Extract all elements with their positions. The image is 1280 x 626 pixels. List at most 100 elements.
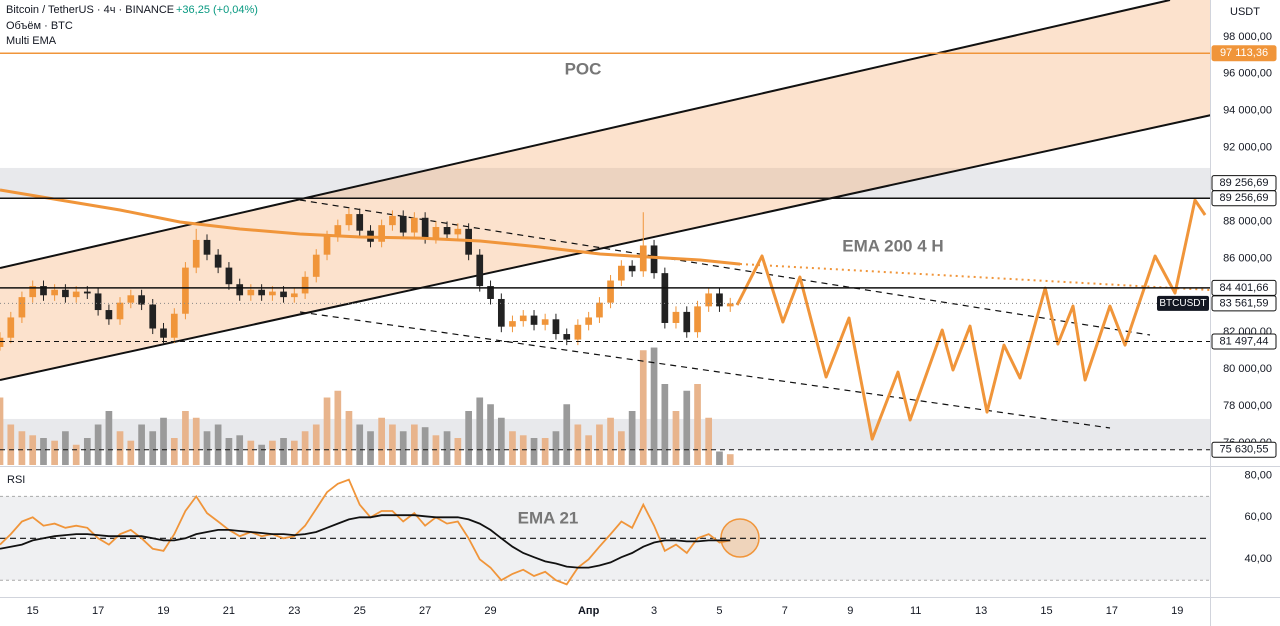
volume-bar	[105, 411, 113, 465]
volume-bar	[138, 424, 145, 465]
volume-bar	[694, 384, 701, 465]
x-tick-label: Апр	[578, 605, 600, 617]
candle-body	[149, 304, 157, 329]
candle-body	[650, 245, 658, 274]
price-tag-label: 84 401,66	[1220, 282, 1269, 294]
currency-label: USDT	[1230, 6, 1260, 18]
rsi-tick-label: 60,00	[1244, 511, 1272, 523]
price-tag-label: 89 256,69	[1220, 177, 1269, 189]
x-tick-label: 3	[651, 605, 657, 617]
volume-bar	[290, 440, 298, 465]
candle-body	[607, 280, 614, 303]
volume-bar	[607, 417, 614, 465]
x-tick-label: 15	[1040, 605, 1052, 617]
indicator-label: Объём · BTC	[6, 20, 73, 32]
volume-bar	[683, 390, 691, 465]
volume-bar	[116, 431, 124, 465]
x-tick-label: 7	[782, 605, 788, 617]
volume-bar	[726, 454, 734, 465]
x-tick-label: 11	[910, 605, 921, 617]
candle-body	[7, 317, 15, 338]
rsi-tick-label: 80,00	[1244, 469, 1272, 481]
candle-body	[247, 289, 255, 296]
candle-body	[203, 239, 211, 255]
volume-bar	[323, 397, 331, 465]
volume-bar	[214, 424, 222, 465]
volume-bar	[345, 411, 353, 465]
candle-body	[214, 254, 222, 268]
candle-body	[618, 265, 625, 281]
candle-body	[116, 302, 124, 320]
y-tick-label: 98 000,00	[1223, 31, 1272, 43]
rsi-ema-annotation: EMA 21	[518, 508, 579, 527]
projection-line	[735, 198, 1207, 441]
x-tick-label: 27	[419, 605, 431, 617]
volume-bar	[83, 438, 91, 465]
candle-body	[519, 315, 527, 322]
price-tag	[1211, 190, 1277, 207]
volume-bar	[280, 438, 287, 465]
candle-body	[454, 228, 462, 235]
candle-body	[497, 298, 505, 327]
volume-bar	[530, 438, 538, 465]
volume-bar	[7, 424, 15, 465]
volume-bar	[672, 411, 680, 465]
volume-bar	[465, 411, 472, 465]
candle-body	[51, 289, 58, 296]
pane-label: RSI	[7, 474, 25, 486]
ema-extension	[739, 263, 1210, 291]
candle-body	[596, 302, 603, 318]
candle-body	[432, 227, 440, 239]
candle-body	[694, 306, 701, 333]
candle-body	[94, 293, 102, 311]
candle-body	[160, 328, 167, 338]
price-tag-label: 89 256,69	[1220, 192, 1269, 204]
candle-body	[487, 286, 494, 299]
x-tick-label: 17	[92, 605, 104, 617]
volume-bar	[716, 451, 723, 465]
candle-body	[672, 311, 680, 323]
volume-bar	[258, 444, 265, 465]
rsi-ema-line	[0, 514, 731, 569]
candle-body	[138, 295, 145, 305]
candle-body	[192, 239, 200, 268]
candle-body	[312, 254, 320, 277]
price-tag	[1211, 441, 1277, 458]
candle-body	[345, 214, 353, 226]
volume-bar	[225, 438, 233, 465]
candle-body	[378, 225, 385, 242]
candle-body	[705, 293, 713, 307]
volume-bar	[269, 440, 276, 465]
volume-bar	[182, 411, 189, 465]
price-tag-label: 75 630,55	[1220, 444, 1269, 456]
ema-line	[0, 188, 741, 266]
y-tick-label: 94 000,00	[1223, 105, 1272, 117]
candle-body	[726, 303, 734, 307]
candle-body	[389, 215, 396, 226]
x-tick-label: 19	[1171, 605, 1183, 617]
candle-body	[290, 293, 298, 298]
trend-dashed	[299, 199, 1151, 336]
x-tick-label: 25	[354, 605, 366, 617]
volume-bar	[247, 440, 255, 465]
x-tick-label: 17	[1106, 605, 1118, 617]
candle-body	[421, 217, 429, 239]
x-tick-label: 5	[716, 605, 722, 617]
rsi-line	[0, 478, 731, 586]
candle-body	[301, 276, 309, 294]
volume-bar	[443, 431, 451, 465]
candle-body	[476, 254, 484, 287]
price-tag	[1211, 295, 1277, 312]
volume-bar	[127, 440, 135, 465]
poc-annotation: POC	[565, 59, 602, 78]
candle-body	[18, 297, 26, 318]
volume-bar	[203, 431, 211, 465]
candle-body	[356, 214, 364, 231]
candle-body	[410, 217, 418, 233]
candle-body	[585, 317, 592, 325]
volume-bar	[389, 424, 396, 465]
candle-body	[530, 315, 538, 325]
candle-body	[399, 215, 407, 233]
volume-bar	[149, 431, 157, 465]
